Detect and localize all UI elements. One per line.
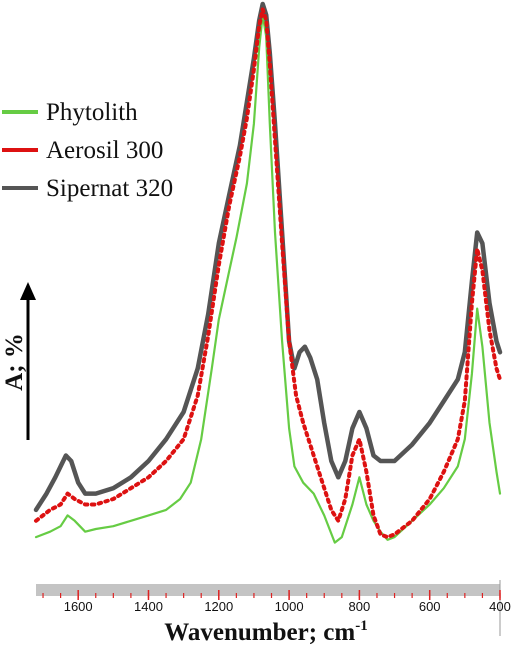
tick-label-800: 800 <box>349 599 371 614</box>
x-axis-label-superscript: -1 <box>355 618 368 634</box>
x-axis-bar <box>36 584 500 596</box>
tick-label-400: 400 <box>489 599 511 614</box>
minor-ticks <box>42 590 501 600</box>
tick-label-1400: 1400 <box>134 599 163 614</box>
legend-label-phytolith: Phytolith <box>46 99 138 126</box>
tick-label-600: 600 <box>419 599 441 614</box>
x-axis: 1600 1400 1200 1000 800 600 400 Wavenumber; cm… <box>36 580 511 646</box>
tick-label-1000: 1000 <box>275 599 304 614</box>
series-layer <box>33 1 503 544</box>
x-axis-label: Wavenumber; cm-1 <box>164 618 367 646</box>
y-axis-arrowhead <box>20 282 36 300</box>
tick-labels: 1600 1400 1200 1000 800 600 400 <box>64 599 511 614</box>
x-axis-label-main: Wavenumber; cm <box>164 619 355 646</box>
y-axis-label: A; % <box>1 333 28 391</box>
y-axis: A; % <box>1 282 36 440</box>
tick-label-1600: 1600 <box>64 599 93 614</box>
legend-label-aerosil-300: Aerosil 300 <box>46 137 163 164</box>
legend: Phytolith Aerosil 300 Sipernat 320 <box>2 99 173 202</box>
series-phytolith-line <box>34 13 502 544</box>
tick-label-1200: 1200 <box>204 599 233 614</box>
legend-label-sipernat-320: Sipernat 320 <box>46 175 173 202</box>
series-aerosil-300-line <box>34 7 502 540</box>
